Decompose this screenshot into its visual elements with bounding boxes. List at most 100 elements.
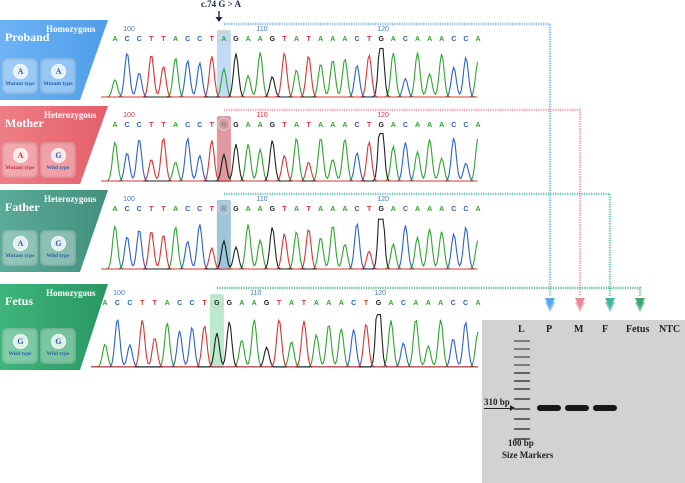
fetus-connector <box>216 286 642 296</box>
father-base: C <box>463 206 468 213</box>
father-base: A <box>246 206 251 213</box>
band-size-arrow <box>484 408 512 409</box>
mother-position-120: 120 <box>377 112 389 119</box>
proband-base: G <box>233 36 239 43</box>
fetus-variant-circle <box>210 295 224 309</box>
father-role-label: Father <box>5 200 40 214</box>
fetus-base: A <box>326 300 331 307</box>
gel-band-m <box>565 405 589 411</box>
father-base: T <box>367 206 372 213</box>
proband-base: C <box>403 36 408 43</box>
father-label-background <box>0 190 108 272</box>
mother-base: T <box>306 122 311 129</box>
fetus-base: C <box>115 300 120 307</box>
proband-base: A <box>258 36 263 43</box>
allele-base-circle: A <box>13 64 28 79</box>
proband-base: C <box>463 36 468 43</box>
proband-position-120: 120 <box>377 26 389 33</box>
father-base: A <box>294 206 299 213</box>
proband-label-background <box>0 20 108 100</box>
proband-base: G <box>270 36 276 43</box>
fetus-variant-highlight <box>209 294 224 368</box>
gel-lane-label-l: L <box>518 324 525 335</box>
father-base: C <box>185 206 190 213</box>
father-base: G <box>270 206 276 213</box>
fetus-base: C <box>463 300 468 307</box>
proband-base: A <box>221 36 226 43</box>
mother-base: G <box>233 122 239 129</box>
band-size-arrow-head <box>510 405 515 411</box>
proband-base: A <box>330 36 335 43</box>
father-base: C <box>197 206 202 213</box>
father-base: T <box>282 206 287 213</box>
father-connector-arrowhead-2 <box>605 302 615 312</box>
proband-trace-T <box>101 51 478 98</box>
proband-base: A <box>475 36 480 43</box>
gel-band-f <box>593 405 617 411</box>
allele-type-label: Wild type <box>46 351 70 357</box>
proband-base: C <box>185 36 190 43</box>
mother-base: T <box>282 122 287 129</box>
proband-base: T <box>161 36 166 43</box>
gel-lane-label-f: F <box>602 324 609 335</box>
mother-base: C <box>354 122 359 129</box>
proband-base: T <box>306 36 311 43</box>
ladder-band <box>514 388 530 390</box>
proband-role-label: Proband <box>5 30 50 44</box>
mother-base: A <box>439 122 444 129</box>
mother-zygosity-label: Heterozygous <box>44 110 97 120</box>
fetus-position-120: 120 <box>374 290 386 297</box>
father-base: T <box>149 206 154 213</box>
fetus-base: T <box>153 300 158 307</box>
fetus-zygosity-label: Homozygous <box>46 288 96 298</box>
proband-base: T <box>210 36 215 43</box>
fetus-base: G <box>227 300 233 307</box>
mother-base: A <box>391 122 396 129</box>
allele-type-label: Mutant type <box>5 253 35 259</box>
allele-base-circle: G <box>13 334 28 349</box>
ladder-band <box>514 438 530 440</box>
proband-zygosity-label: Homozygous <box>46 24 96 34</box>
mother-trace-G <box>101 133 478 182</box>
fetus-trace-T <box>91 318 478 368</box>
proband-base: A <box>391 36 396 43</box>
allele-base-circle: G <box>51 334 66 349</box>
fetus-allele-2: G Wild type <box>40 328 76 364</box>
mother-position-110: 110 <box>257 112 268 119</box>
father-base: A <box>342 206 347 213</box>
father-base: T <box>161 206 166 213</box>
allele-base-circle: G <box>51 236 66 251</box>
father-base: A <box>330 206 335 213</box>
father-position-110: 110 <box>257 196 268 203</box>
mother-base: T <box>367 122 372 129</box>
allele-type-label: Wild type <box>46 253 70 259</box>
father-base: A <box>318 206 323 213</box>
proband-base: A <box>246 36 251 43</box>
proband-base: T <box>367 36 372 43</box>
mother-base: A <box>258 122 263 129</box>
mutation-label: c.74 G > A <box>200 0 242 9</box>
mother-role-label: Mother <box>5 116 44 130</box>
fetus-base: T <box>140 300 145 307</box>
proband-base: T <box>282 36 287 43</box>
fetus-base: A <box>239 300 244 307</box>
father-base: A <box>112 206 117 213</box>
ladder-band <box>514 408 530 410</box>
father-base: A <box>427 206 432 213</box>
proband-connector <box>223 22 552 296</box>
ladder-band <box>514 428 530 430</box>
proband-position-110: 110 <box>257 26 268 33</box>
mother-connector-arrowhead-2 <box>575 302 585 312</box>
mother-connector <box>223 108 582 296</box>
proband-base: A <box>173 36 178 43</box>
proband-base: C <box>451 36 456 43</box>
allele-base-circle: A <box>51 64 66 79</box>
mother-base: A <box>475 122 480 129</box>
proband-base: A <box>112 36 117 43</box>
fetus-base: C <box>127 300 132 307</box>
ladder-band <box>514 380 530 382</box>
allele-type-label: Mutant type <box>5 81 35 87</box>
